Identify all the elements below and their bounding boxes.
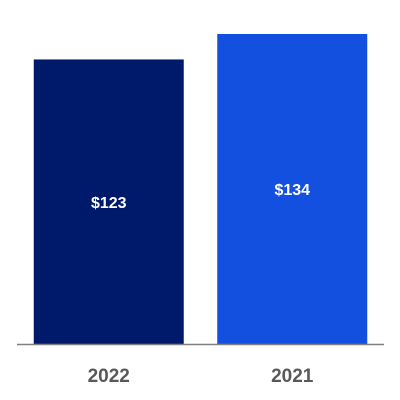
x-tick-label: 2022 <box>88 366 130 387</box>
value-label: $123 <box>91 195 127 212</box>
bar <box>217 34 368 344</box>
value-label: $134 <box>274 182 310 199</box>
x-tick-label: 2021 <box>271 366 314 387</box>
bar <box>33 59 184 345</box>
